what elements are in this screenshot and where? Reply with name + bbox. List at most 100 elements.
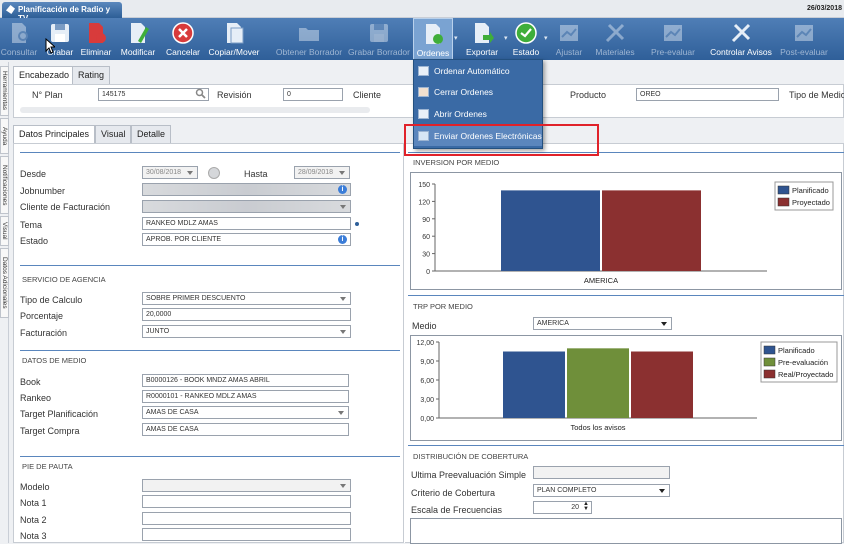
search-icon[interactable]: [195, 88, 206, 99]
book-value: B0000126 - BOOK MNDZ AMAS ABRIL: [146, 377, 270, 384]
revision-field[interactable]: 0: [283, 88, 343, 101]
datos-medio-title: DATOS DE MEDIO: [22, 356, 87, 365]
estado-field[interactable]: APROB. POR CLIENTE: [142, 233, 351, 246]
producto-field[interactable]: OREO: [636, 88, 779, 101]
info-icon[interactable]: i: [338, 235, 347, 244]
ordenes-button[interactable]: Ordenes: [413, 18, 453, 60]
post-evaluar-button[interactable]: Post-evaluar: [778, 18, 830, 60]
stepper-arrows-icon[interactable]: ▲ ▼: [583, 501, 589, 512]
menu-item-enviar-ordenes-electronicas[interactable]: Enviar Ordenes Electrónicas: [414, 126, 542, 146]
side-tab-visual[interactable]: Visual: [0, 216, 9, 246]
exportar-button[interactable]: Exportar: [461, 18, 503, 60]
facturacion-select[interactable]: JUNTO: [142, 325, 351, 338]
dropdown-caret-icon[interactable]: ▾: [544, 35, 548, 42]
grabar-button[interactable]: Grabar: [44, 18, 76, 60]
book-field[interactable]: B0000126 - BOOK MNDZ AMAS ABRIL: [142, 374, 349, 387]
ultima-preevaluacion-field[interactable]: [533, 466, 670, 479]
criterio-cobertura-select[interactable]: PLAN COMPLETO: [533, 484, 670, 497]
tab-label: Visual: [101, 129, 126, 139]
window-tab[interactable]: Planificación de Radio y TV: [2, 2, 122, 23]
menu-item-cerrar-ordenes[interactable]: Cerrar Ordenes: [414, 82, 542, 102]
header-scrollbar[interactable]: [20, 107, 370, 113]
hasta-date-field[interactable]: 28/09/2018: [294, 166, 350, 179]
tab-datos-principales[interactable]: Datos Principales: [13, 125, 96, 144]
folder-icon: [297, 21, 321, 45]
plan-number-field[interactable]: 145175: [98, 88, 209, 101]
side-tab-ayuda[interactable]: Ayuda: [0, 118, 9, 154]
required-dot-icon: [355, 222, 359, 226]
tab-encabezado[interactable]: Encabezado: [13, 66, 76, 85]
porcentaje-value: 20,0000: [146, 311, 172, 318]
tema-field[interactable]: RANKEO MDLZ AMAS: [142, 217, 351, 230]
target-planificacion-label: Target Planificación: [20, 409, 99, 419]
clock-icon[interactable]: [208, 167, 220, 179]
tipo-calculo-value: SOBRE PRIMER DESCUENTO: [146, 295, 246, 302]
legend-swatch: [763, 369, 776, 379]
rankeo-label: Rankeo: [20, 393, 52, 403]
estado-button[interactable]: Estado: [509, 18, 543, 60]
side-tab-notificaciones[interactable]: Notificaciones: [0, 156, 9, 214]
target-planificacion-value: AMAS DE CASA: [146, 409, 199, 416]
menu-item-abrir-ordenes[interactable]: Abrir Ordenes: [414, 104, 542, 124]
y-tick-label: 12,00: [416, 340, 434, 347]
copiar-mover-button[interactable]: Copiar/Mover: [206, 18, 262, 60]
escala-frecuencias-stepper[interactable]: 20: [533, 501, 592, 514]
y-tick-label: 0,00: [420, 416, 434, 423]
modelo-select[interactable]: [142, 479, 351, 492]
menu-item-ordenar-automatico[interactable]: Ordenar Automático: [414, 61, 542, 81]
pre-evaluar-button[interactable]: Pre-evaluar: [648, 18, 698, 60]
grabar-borrador-button[interactable]: Grabar Borrador: [347, 18, 411, 60]
obtener-borrador-button[interactable]: Obtener Borrador: [274, 18, 344, 60]
current-date: 26/03/2018: [806, 5, 842, 12]
dropdown-caret-icon[interactable]: ▾: [454, 35, 458, 42]
eliminar-button[interactable]: Eliminar: [79, 18, 113, 60]
nota2-field[interactable]: [142, 512, 351, 525]
medio-select[interactable]: AMERICA: [533, 317, 672, 330]
nota1-field[interactable]: [142, 495, 351, 508]
ajustar-button[interactable]: Ajustar: [551, 18, 587, 60]
estado-label: Estado: [20, 236, 49, 246]
panel-splitter[interactable]: [403, 143, 406, 543]
side-tab-label: Visual: [1, 222, 8, 240]
tipo-calculo-select[interactable]: SOBRE PRIMER DESCUENTO: [142, 292, 351, 305]
toolbar-button-label: Eliminar: [80, 47, 112, 57]
modificar-button[interactable]: Modificar: [118, 18, 158, 60]
tab-detalle[interactable]: Detalle: [131, 125, 172, 143]
controlar-avisos-button[interactable]: Controlar Avisos: [708, 18, 774, 60]
consultar-button[interactable]: Consultar: [0, 18, 38, 60]
rankeo-field[interactable]: R0000101 - RANKEO MDLZ AMAS: [142, 390, 349, 403]
porcentaje-field[interactable]: 20,0000: [142, 308, 351, 321]
materiales-button[interactable]: Materiales: [594, 18, 636, 60]
info-icon[interactable]: i: [338, 185, 347, 194]
legend-swatch: [763, 357, 776, 367]
tab-rating[interactable]: Rating: [72, 66, 111, 84]
cliente-facturacion-field[interactable]: [142, 200, 351, 213]
search-document-icon: [7, 21, 31, 45]
cancel-icon: [171, 21, 195, 45]
inversion-chart: 150 120 90 60 30 0 AMERICA Planificado Proyectad…: [410, 172, 842, 290]
control-tools-icon: [729, 21, 753, 45]
tipo-medio-label: Tipo de Medio: [789, 90, 844, 100]
desde-value: 30/08/2018: [146, 169, 182, 176]
save-icon: [48, 21, 72, 45]
jobnumber-field[interactable]: [142, 183, 351, 196]
dropdown-caret-icon[interactable]: ▾: [504, 35, 508, 42]
tab-visual[interactable]: Visual: [95, 125, 132, 143]
pre-evaluate-icon: [661, 21, 685, 45]
medio-label: Medio: [412, 321, 437, 331]
legend-swatch: [777, 185, 790, 195]
post-evaluate-icon: [792, 21, 816, 45]
toolbar-button-label: Ajustar: [555, 47, 583, 57]
toolbar-button-label: Exportar: [465, 47, 499, 57]
desde-date-field[interactable]: 30/08/2018: [142, 166, 198, 179]
side-tab-datos-adicionales[interactable]: Datos Adicionales: [0, 248, 9, 318]
legend-swatch: [777, 197, 790, 207]
tools-icon: [603, 21, 627, 45]
side-tab-herramientas[interactable]: Herramientas: [0, 66, 9, 116]
cobertura-chart-area: [410, 518, 842, 544]
target-compra-field[interactable]: AMAS DE CASA: [142, 423, 349, 436]
cancelar-button[interactable]: Cancelar: [163, 18, 203, 60]
target-planificacion-select[interactable]: AMAS DE CASA: [142, 406, 349, 419]
modelo-label: Modelo: [20, 482, 50, 492]
nota3-field[interactable]: [142, 528, 351, 541]
